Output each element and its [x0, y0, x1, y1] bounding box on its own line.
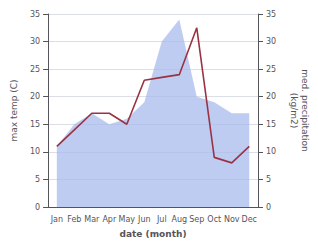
svg-text:med. precipitation: med. precipitation: [300, 69, 310, 151]
svg-text:Aug: Aug: [171, 215, 187, 224]
svg-text:date (month): date (month): [120, 229, 187, 239]
svg-text:0: 0: [35, 203, 40, 212]
svg-text:30: 30: [266, 37, 276, 46]
svg-text:5: 5: [35, 175, 40, 184]
svg-text:Feb: Feb: [67, 215, 81, 224]
svg-text:20: 20: [266, 92, 276, 101]
svg-text:Apr: Apr: [102, 215, 117, 224]
svg-text:5: 5: [266, 175, 271, 184]
svg-text:15: 15: [266, 120, 276, 129]
svg-text:0: 0: [266, 203, 271, 212]
svg-text:May: May: [119, 215, 136, 224]
svg-text:(kg/m2): (kg/m2): [289, 93, 299, 128]
svg-text:Dec: Dec: [242, 215, 257, 224]
svg-text:Oct: Oct: [207, 215, 221, 224]
svg-text:Nov: Nov: [224, 215, 240, 224]
svg-text:Jul: Jul: [156, 215, 167, 224]
svg-text:15: 15: [30, 120, 40, 129]
svg-text:max temp (C): max temp (C): [9, 79, 19, 141]
svg-text:30: 30: [30, 37, 40, 46]
svg-text:35: 35: [30, 10, 40, 19]
svg-text:10: 10: [266, 147, 276, 156]
svg-text:Jan: Jan: [50, 215, 63, 224]
svg-text:Mar: Mar: [84, 215, 100, 224]
svg-text:25: 25: [30, 65, 40, 74]
svg-text:Sep: Sep: [189, 215, 204, 224]
svg-text:25: 25: [266, 65, 276, 74]
svg-text:35: 35: [266, 10, 276, 19]
svg-text:Jun: Jun: [137, 215, 151, 224]
svg-text:20: 20: [30, 92, 40, 101]
svg-text:10: 10: [30, 147, 40, 156]
